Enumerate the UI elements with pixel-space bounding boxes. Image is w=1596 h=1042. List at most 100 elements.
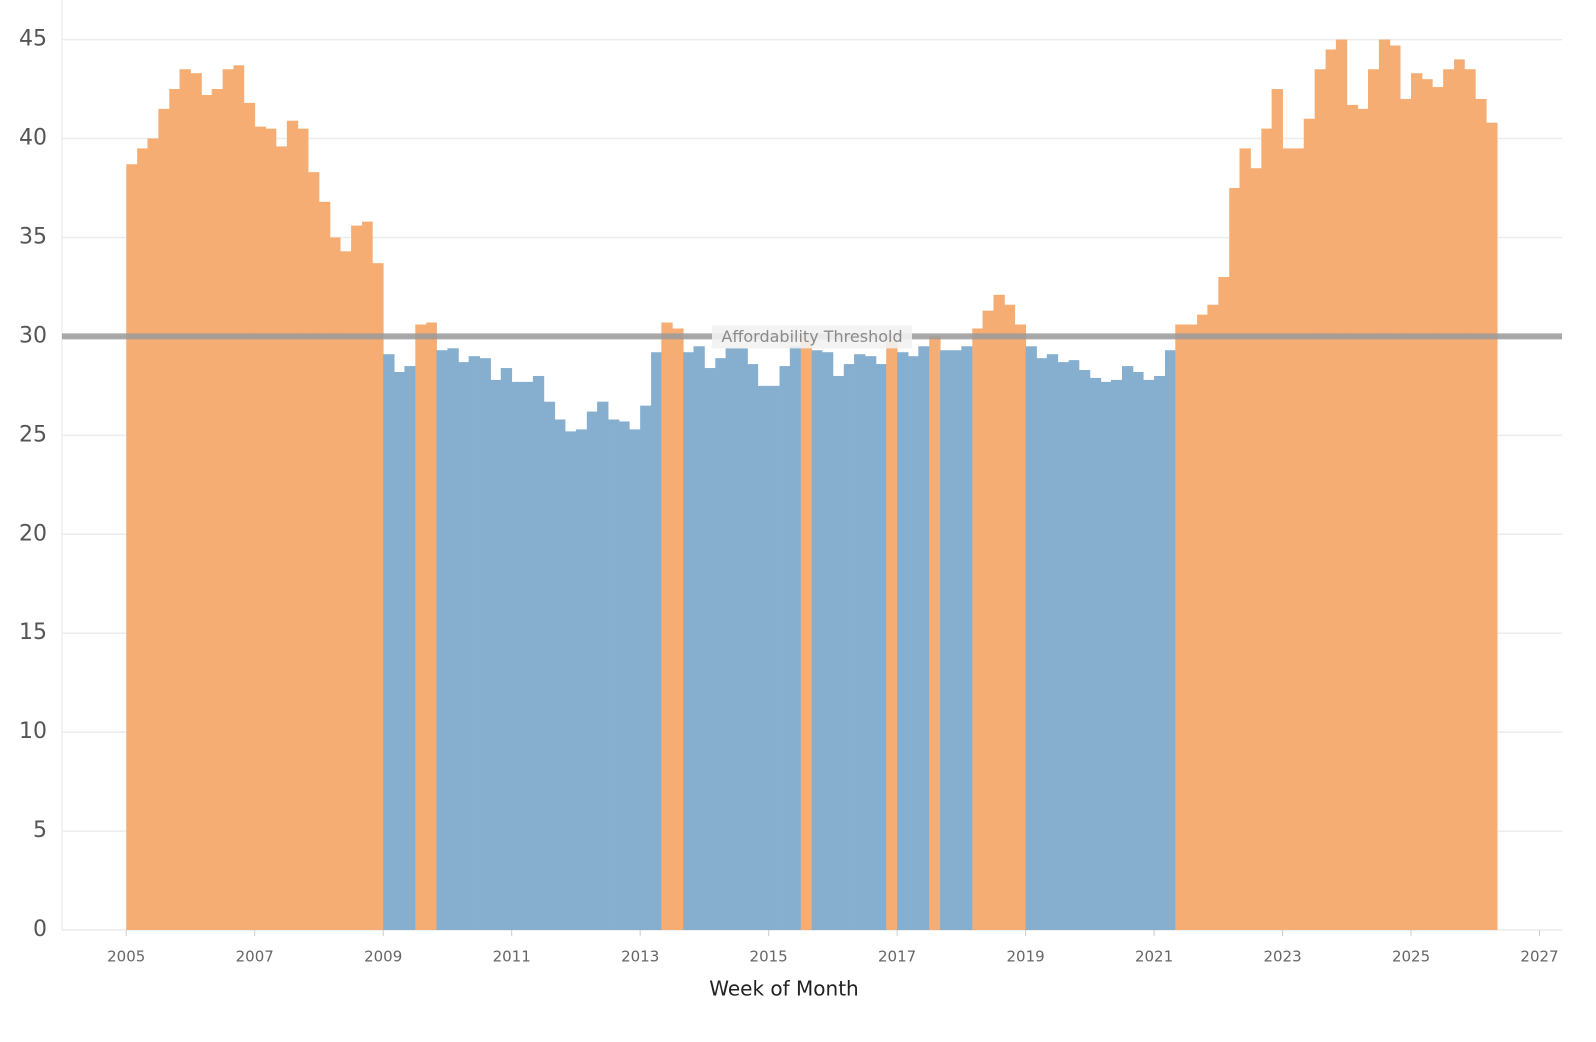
bar bbox=[318, 201, 331, 931]
bar bbox=[1186, 324, 1198, 931]
bar bbox=[532, 375, 545, 930]
bar bbox=[618, 421, 630, 930]
bar bbox=[297, 128, 309, 931]
y-tick-label: 5 bbox=[33, 818, 47, 843]
y-tick-label: 25 bbox=[19, 422, 47, 447]
bar bbox=[693, 346, 705, 930]
bar bbox=[479, 358, 491, 930]
bar bbox=[961, 346, 973, 930]
bar bbox=[1004, 304, 1016, 931]
x-tick-label: 2011 bbox=[493, 948, 531, 966]
bar bbox=[918, 346, 930, 930]
x-tick-label: 2007 bbox=[236, 948, 274, 966]
bar bbox=[908, 356, 919, 930]
bar bbox=[736, 348, 748, 930]
bar bbox=[811, 350, 823, 931]
bar bbox=[1036, 358, 1048, 930]
bar bbox=[929, 336, 941, 931]
bar bbox=[1282, 148, 1294, 931]
bar bbox=[897, 352, 909, 930]
bar bbox=[1175, 324, 1187, 931]
x-tick-label: 2015 bbox=[750, 948, 788, 966]
bar bbox=[426, 322, 437, 930]
bar bbox=[972, 328, 983, 930]
x-axis-title: Week of Month bbox=[709, 977, 858, 1001]
bar bbox=[1111, 379, 1123, 930]
bar bbox=[1068, 360, 1080, 930]
bar bbox=[554, 419, 566, 930]
bar bbox=[436, 350, 448, 931]
x-tick-label: 2009 bbox=[364, 948, 402, 966]
bar bbox=[543, 401, 556, 930]
bar bbox=[1314, 69, 1326, 931]
bar bbox=[201, 94, 213, 931]
bar bbox=[1421, 79, 1433, 931]
bar bbox=[1014, 324, 1026, 931]
bar bbox=[1250, 168, 1262, 931]
bar bbox=[854, 354, 866, 930]
bar bbox=[683, 352, 694, 930]
y-tick-label: 20 bbox=[19, 521, 47, 546]
bar bbox=[564, 431, 577, 930]
bar bbox=[875, 364, 887, 931]
bar bbox=[458, 362, 470, 930]
bar bbox=[1078, 370, 1091, 931]
bar bbox=[265, 128, 277, 931]
bar bbox=[1378, 39, 1391, 931]
bar bbox=[394, 372, 405, 930]
bar bbox=[1229, 187, 1240, 930]
bar bbox=[308, 172, 320, 931]
bar bbox=[179, 69, 191, 931]
x-tick-label: 2017 bbox=[878, 948, 916, 966]
bar bbox=[383, 354, 395, 930]
bar bbox=[1046, 354, 1059, 930]
bar bbox=[640, 405, 652, 930]
bar bbox=[1143, 379, 1155, 930]
bar bbox=[864, 356, 877, 930]
bar bbox=[1293, 148, 1305, 931]
bar bbox=[137, 148, 148, 931]
bar bbox=[725, 348, 737, 930]
bar bbox=[340, 251, 352, 931]
bar bbox=[1454, 59, 1465, 931]
bar bbox=[351, 225, 363, 930]
bar bbox=[372, 263, 384, 930]
x-tick-label: 2023 bbox=[1263, 948, 1301, 966]
y-tick-label: 0 bbox=[33, 917, 47, 942]
bar bbox=[843, 364, 855, 931]
bar bbox=[1261, 128, 1273, 931]
bar bbox=[286, 120, 299, 930]
bar bbox=[651, 352, 662, 930]
bar bbox=[672, 328, 684, 930]
bar bbox=[950, 350, 962, 931]
x-tick-label: 2027 bbox=[1520, 948, 1558, 966]
bar bbox=[1197, 314, 1208, 930]
bar bbox=[500, 368, 513, 930]
bar bbox=[1271, 89, 1283, 931]
bar bbox=[233, 65, 245, 931]
y-tick-label: 15 bbox=[19, 620, 47, 645]
bar bbox=[832, 375, 845, 930]
bar bbox=[821, 352, 834, 930]
y-tick-label: 40 bbox=[19, 126, 47, 151]
bar bbox=[243, 102, 256, 930]
bar bbox=[1432, 87, 1444, 930]
bar bbox=[211, 89, 223, 931]
bar bbox=[886, 334, 898, 930]
bar bbox=[190, 73, 202, 930]
threshold-label: Affordability Threshold bbox=[721, 327, 902, 346]
bar bbox=[490, 379, 502, 930]
bar bbox=[1346, 104, 1359, 931]
bar bbox=[1132, 372, 1144, 930]
bar bbox=[447, 348, 459, 930]
bar bbox=[1121, 366, 1134, 930]
bar bbox=[415, 324, 427, 931]
bar bbox=[800, 334, 813, 930]
bar bbox=[1335, 39, 1348, 931]
bar bbox=[940, 350, 951, 931]
y-tick-label: 35 bbox=[19, 224, 47, 249]
bar bbox=[222, 69, 234, 931]
bar bbox=[1239, 148, 1251, 931]
